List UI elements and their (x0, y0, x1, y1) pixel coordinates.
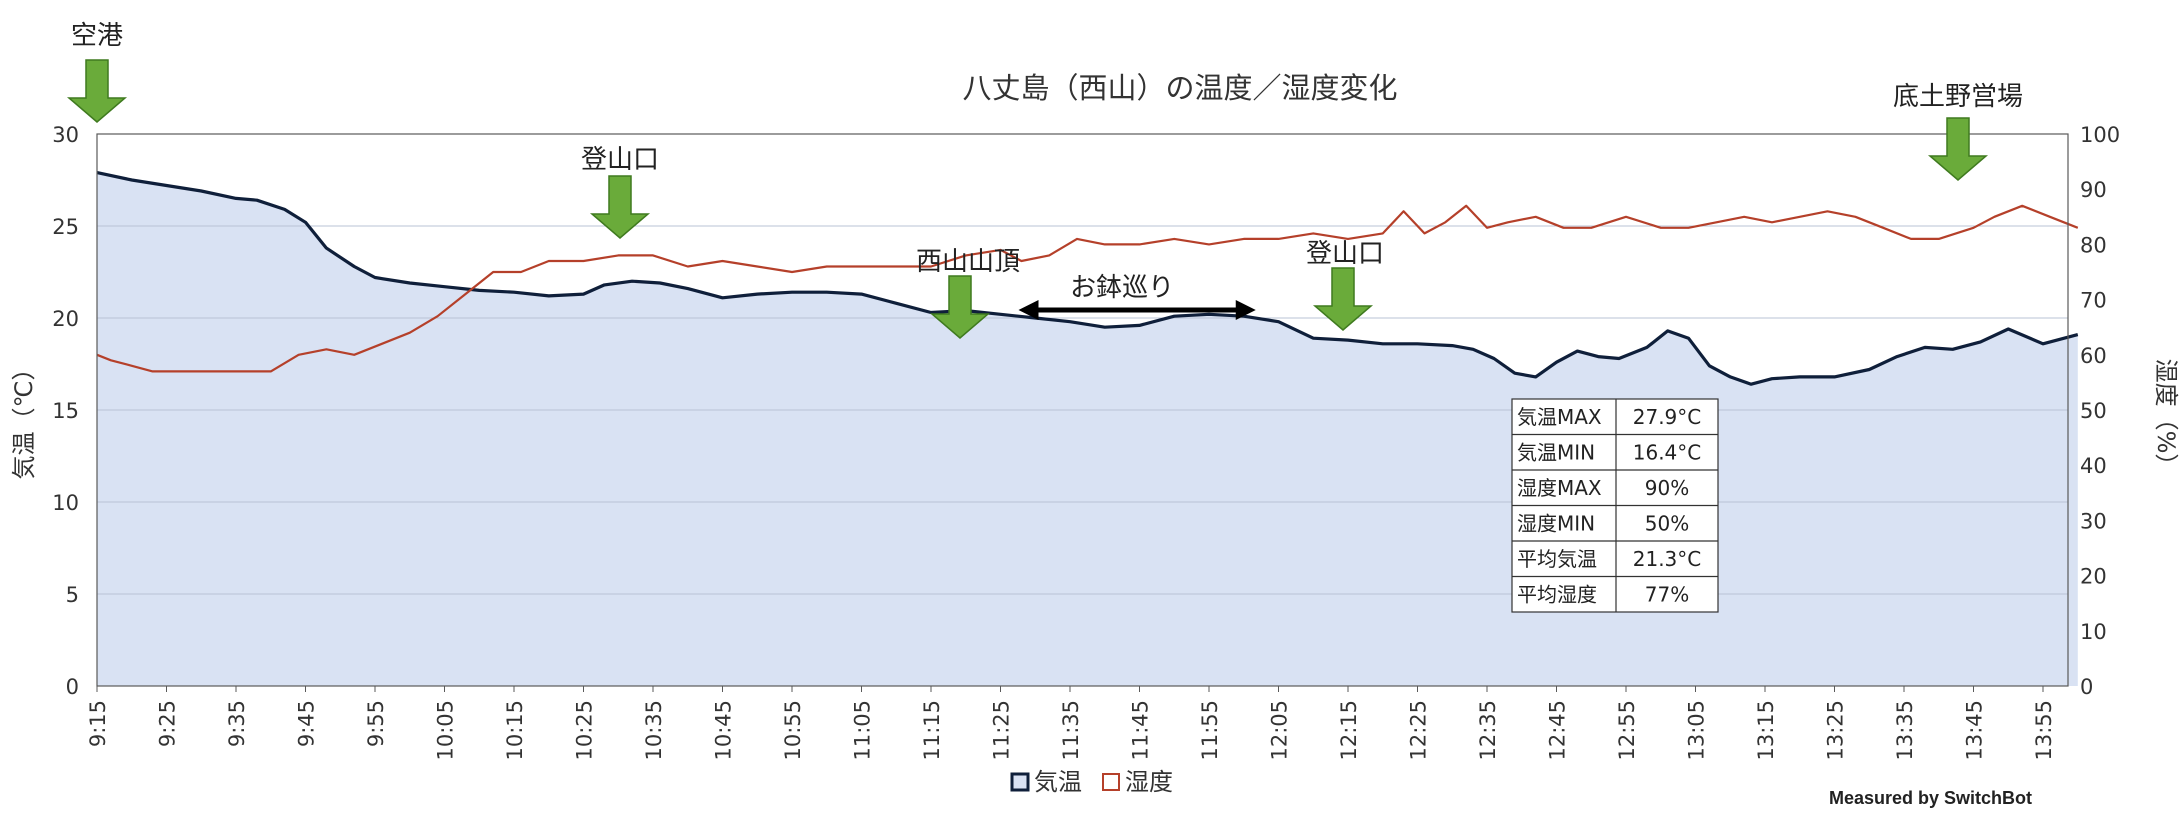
x-tick-label: 12:05 (1268, 700, 1292, 761)
right-axis-title: 湿度（%） (2152, 359, 2180, 478)
x-tick-label: 13:15 (1754, 700, 1778, 761)
x-tick-label: 11:45 (1129, 700, 1153, 761)
left-tick-label: 20 (52, 307, 79, 331)
annotation-label: 登山口 (581, 145, 659, 175)
stats-row-value: 90% (1645, 476, 1689, 500)
stats-row-label: 気温MAX (1517, 405, 1602, 429)
gridlines-over-area (97, 225, 2068, 595)
right-tick-label: 60 (2080, 344, 2107, 368)
x-tick-label: 13:05 (1685, 700, 1709, 761)
legend-swatch-humidity (1102, 773, 1120, 791)
right-tick-label: 40 (2080, 454, 2107, 478)
x-tick-label: 11:25 (990, 700, 1014, 761)
x-tick-label: 10:35 (642, 700, 666, 761)
x-tick-label: 12:45 (1546, 700, 1570, 761)
annotation-label: 底土野営場 (1893, 82, 2023, 112)
x-tick-label: 10:15 (503, 700, 527, 761)
x-tick-label: 9:45 (295, 700, 319, 747)
stats-row-label: 湿度MIN (1517, 512, 1595, 536)
right-tick-label: 10 (2080, 620, 2107, 644)
x-tick-label: 12:25 (1407, 700, 1431, 761)
x-tick-label: 9:15 (86, 700, 110, 747)
temperature-area (97, 172, 2078, 687)
right-tick-label: 50 (2080, 399, 2107, 423)
x-tick-label: 10:05 (434, 700, 458, 761)
x-tick-label: 11:55 (1198, 700, 1222, 761)
left-tick-label: 25 (52, 215, 79, 239)
left-tick-label: 0 (66, 675, 79, 699)
x-tick-label: 13:25 (1824, 700, 1848, 761)
left-axis-ticks: 0 5 10 15 20 25 30 (52, 123, 79, 699)
right-tick-label: 80 (2080, 233, 2107, 257)
stats-row-label: 気温MIN (1517, 441, 1595, 465)
x-tick-label: 10:25 (573, 700, 597, 761)
stats-row-value: 27.9°C (1633, 405, 1702, 429)
left-tick-label: 30 (52, 123, 79, 147)
right-tick-label: 100 (2080, 123, 2120, 147)
x-tick-label: 12:35 (1476, 700, 1500, 761)
green-down-arrow-icon (1312, 267, 1374, 331)
x-tick-label: 11:05 (851, 700, 875, 761)
x-tick-label: 10:45 (712, 700, 736, 761)
chart-title: 八丈島（西山）の温度／湿度変化 (962, 71, 1397, 105)
x-tick-label: 11:15 (920, 700, 944, 761)
right-tick-label: 90 (2080, 178, 2107, 202)
green-down-arrow-icon (929, 275, 991, 339)
plot-frame (96, 133, 2069, 687)
x-tick-label: 12:55 (1615, 700, 1639, 761)
annotation-label: 登山口 (1306, 239, 1384, 269)
x-tick-label: 9:25 (156, 700, 180, 747)
x-tick-label: 13:45 (1963, 700, 1987, 761)
credit-text: Measured by SwitchBot (1829, 788, 2032, 808)
x-tick-label: 11:35 (1059, 700, 1083, 761)
right-tick-label: 30 (2080, 509, 2107, 533)
stats-row-label: 平均気温 (1517, 547, 1597, 571)
stats-row-value: 16.4°C (1633, 441, 1702, 465)
legend-label-humidity: 湿度 (1125, 768, 1173, 796)
right-tick-label: 20 (2080, 565, 2107, 589)
annotation-label: 西山山頂 (916, 247, 1020, 277)
x-tick-label: 13:35 (1893, 700, 1917, 761)
right-tick-label: 70 (2080, 289, 2107, 313)
left-tick-label: 5 (66, 583, 79, 607)
stats-row-value: 77% (1645, 583, 1689, 607)
green-down-arrow-icon (66, 59, 128, 123)
arrow-head-right-icon (1235, 300, 1256, 320)
annotation-label: お鉢巡り (1070, 273, 1174, 303)
legend-swatch-temperature (1010, 772, 1030, 792)
stats-row-label: 平均湿度 (1517, 583, 1597, 607)
legend: 気温 湿度 (1010, 768, 1173, 796)
stats-row-value: 50% (1645, 512, 1689, 536)
left-tick-label: 10 (52, 491, 79, 515)
left-tick-label: 15 (52, 399, 79, 423)
right-axis-ticks: 0 10 20 30 40 50 60 70 80 90 100 (2080, 123, 2120, 699)
x-tick-label: 10:55 (781, 700, 805, 761)
arrow-head-left-icon (1018, 300, 1039, 320)
x-tick-label: 13:55 (2032, 700, 2056, 761)
green-down-arrow-icon (589, 175, 651, 239)
stats-row-value: 21.3°C (1633, 547, 1702, 571)
legend-label-temperature: 気温 (1034, 768, 1082, 796)
x-tick-label: 9:35 (225, 700, 249, 747)
humidity-series-line (96, 204, 2079, 373)
temperature-series-line (96, 171, 2079, 386)
right-tick-label: 0 (2080, 675, 2093, 699)
x-axis-ticks: 9:15 9:25 9:35 9:45 9:55 10:05 10:15 10:25 10:35… (86, 686, 2056, 761)
x-tick-label: 12:15 (1337, 700, 1361, 761)
stats-table: 気温MAX 27.9°C 気温MIN 16.4°C 湿度MAX 90% 湿度MIN 50% 平均… (1511, 398, 1719, 613)
annotation-label: 空港 (71, 21, 123, 51)
left-axis-title: 気温（℃） (10, 357, 38, 480)
green-down-arrow-icon (1927, 117, 1989, 181)
x-tick-label: 9:55 (364, 700, 388, 747)
stats-row-label: 湿度MAX (1517, 476, 1602, 500)
